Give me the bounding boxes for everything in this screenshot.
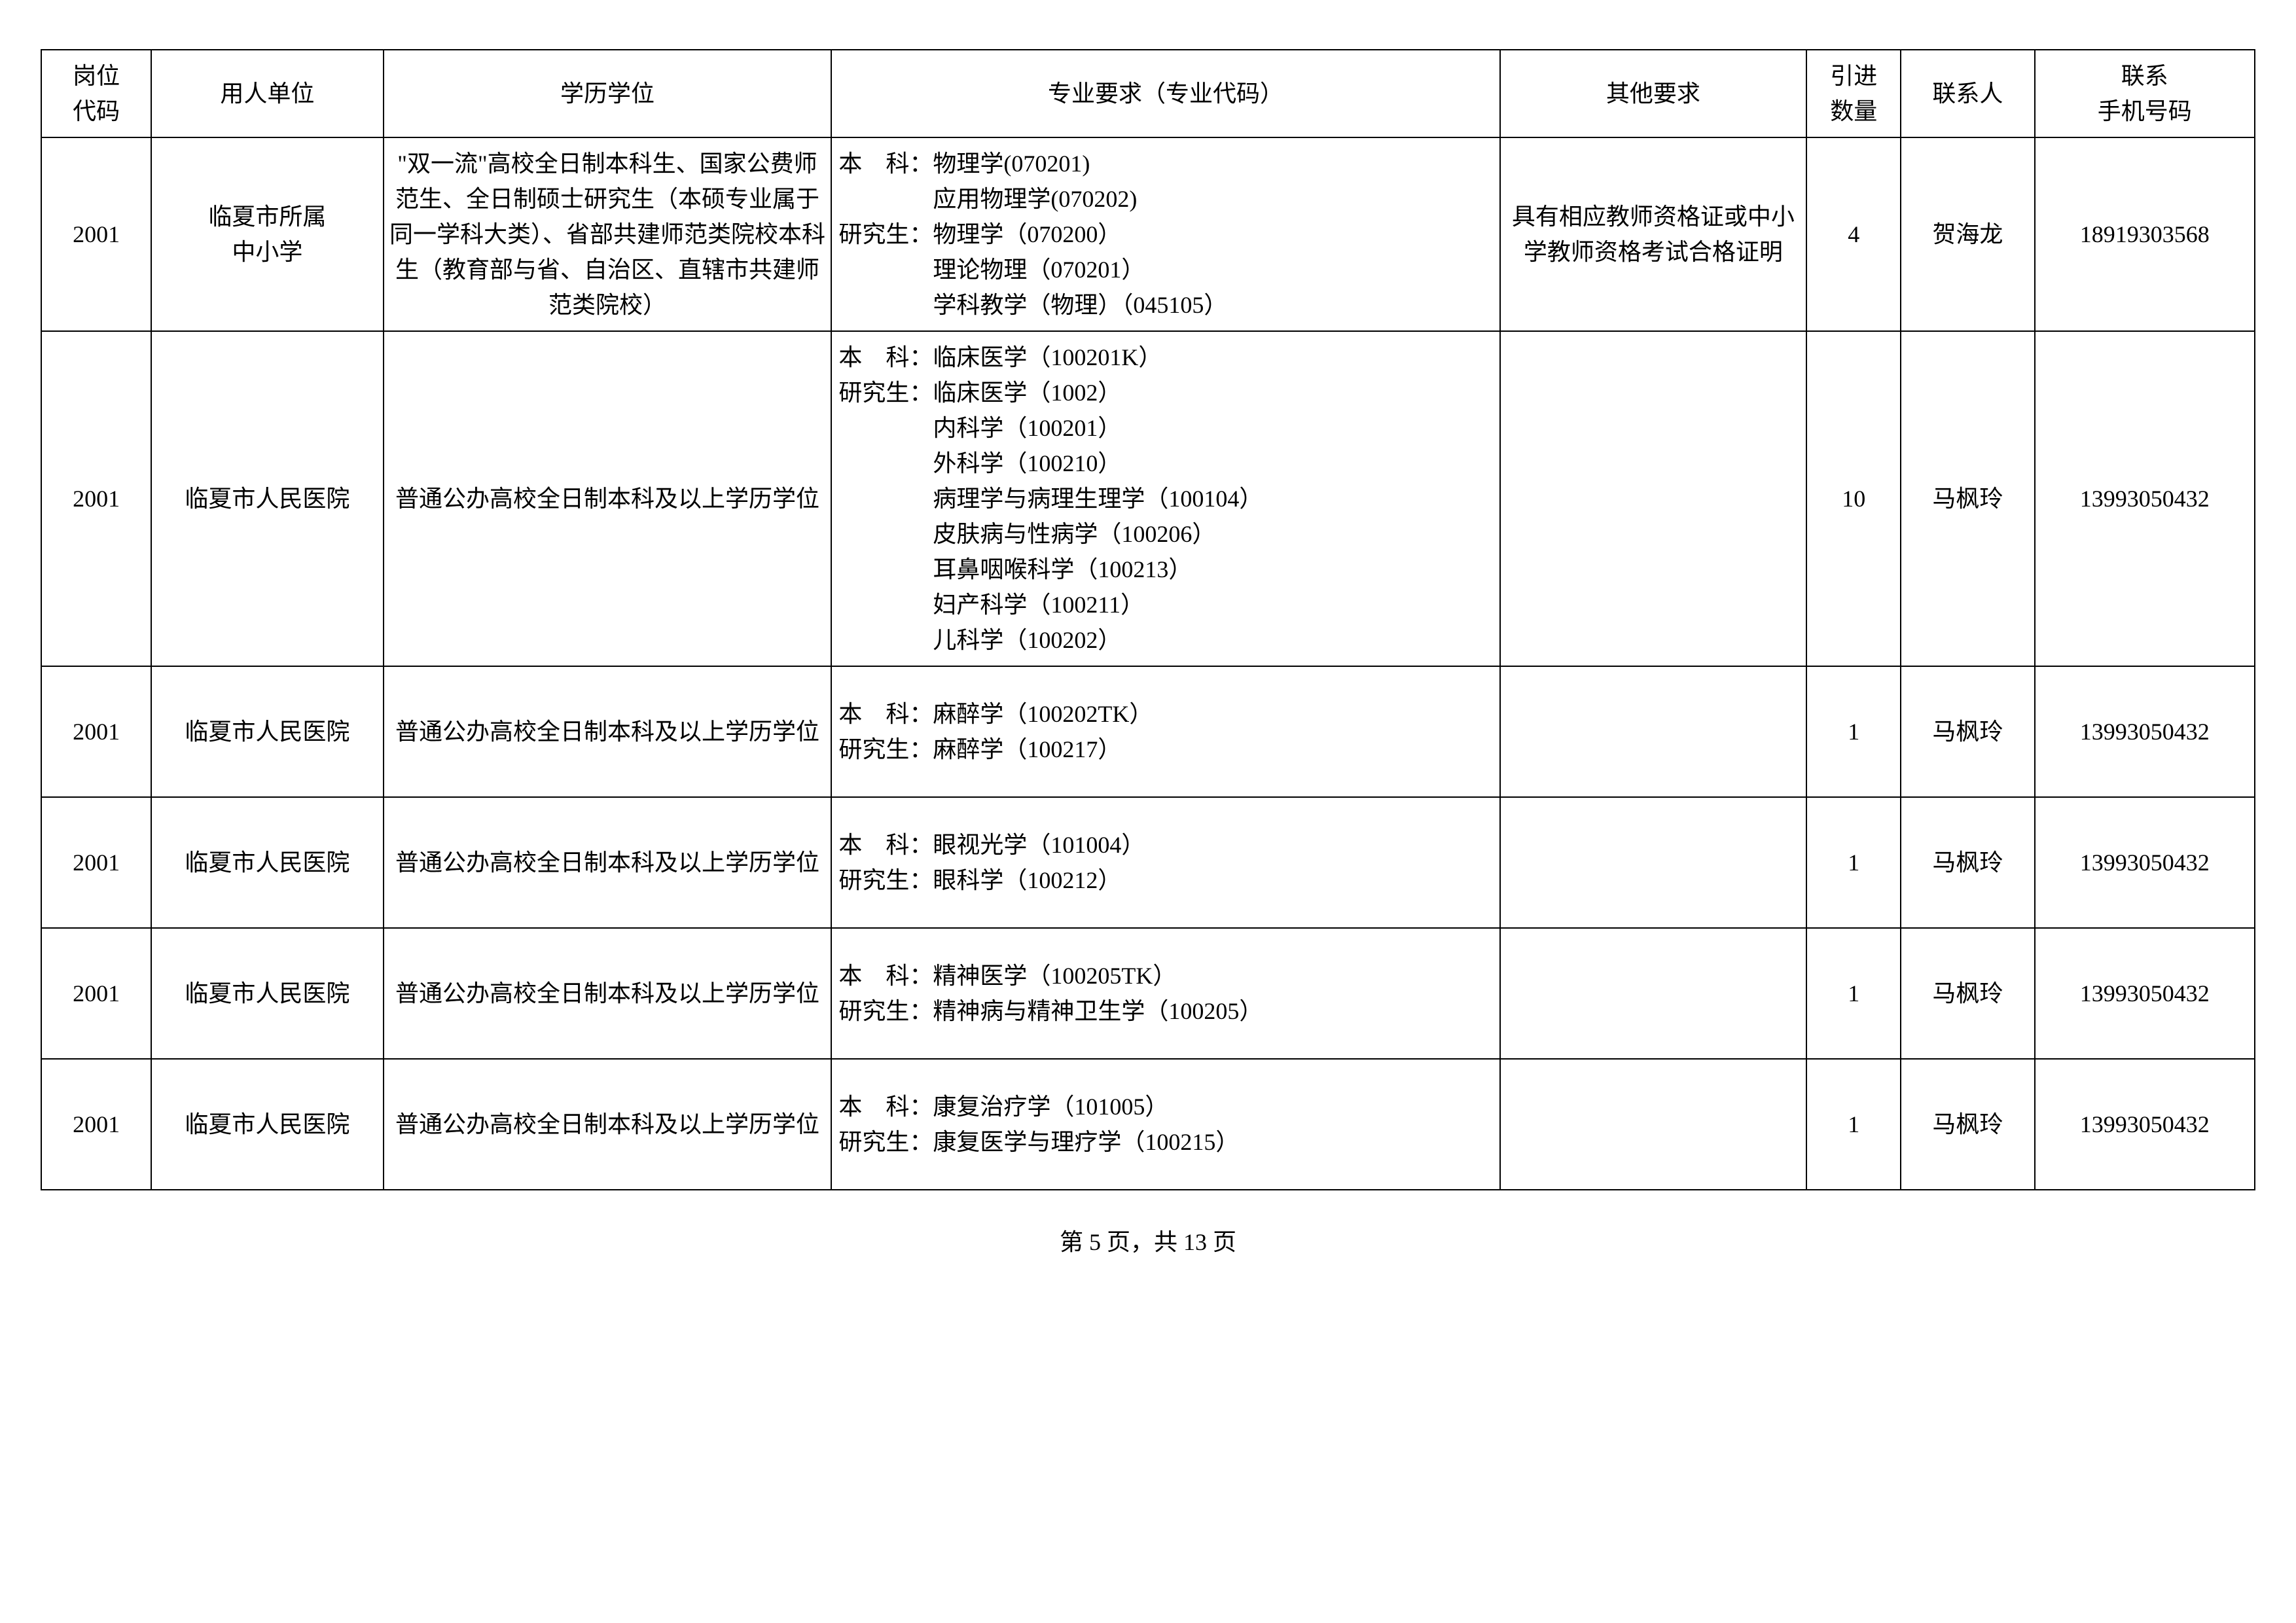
content-yanjiu: 临床医学（1002） 内科学（100201） 外科学（100210） 病理学与病… [933,375,1494,658]
cell-other [1500,797,1807,928]
cell-major: 本 科：麻醉学（100202TK）研究生：麻醉学（100217） [831,666,1499,797]
cell-contact: 马枫玲 [1901,928,2034,1059]
cell-code: 2001 [41,1059,151,1190]
cell-count: 1 [1806,928,1901,1059]
recruitment-table: 岗位 代码 用人单位 学历学位 专业要求（专业代码） 其他要求 引进 数量 联系… [41,49,2255,1190]
cell-contact: 马枫玲 [1901,1059,2034,1190]
cell-major: 本 科：精神医学（100205TK）研究生：精神病与精神卫生学（100205） [831,928,1499,1059]
cell-phone: 13993050432 [2035,1059,2255,1190]
cell-count: 1 [1806,1059,1901,1190]
header-phone: 联系 手机号码 [2035,50,2255,137]
table-header-row: 岗位 代码 用人单位 学历学位 专业要求（专业代码） 其他要求 引进 数量 联系… [41,50,2255,137]
cell-unit: 临夏市人民医院 [151,666,383,797]
content-yanjiu: 物理学（070200） 理论物理（070201） 学科教学（物理）（045105… [933,217,1494,323]
cell-edu: 普通公办高校全日制本科及以上学历学位 [384,928,832,1059]
cell-code: 2001 [41,928,151,1059]
cell-other: 具有相应教师资格证或中小学教师资格考试合格证明 [1500,137,1807,331]
label-yanjiu: 研究生： [838,217,933,323]
cell-unit: 临夏市人民医院 [151,1059,383,1190]
cell-edu: 普通公办高校全日制本科及以上学历学位 [384,1059,832,1190]
header-unit: 用人单位 [151,50,383,137]
content-benke: 物理学(070201) 应用物理学(070202) [933,146,1494,217]
cell-edu: 普通公办高校全日制本科及以上学历学位 [384,331,832,666]
cell-contact: 马枫玲 [1901,797,2034,928]
content-benke: 眼视光学（101004） [933,827,1494,863]
cell-count: 1 [1806,666,1901,797]
cell-phone: 13993050432 [2035,797,2255,928]
table-row: 2001临夏市所属 中小学"双一流"高校全日制本科生、国家公费师范生、全日制硕士… [41,137,2255,331]
header-count: 引进 数量 [1806,50,1901,137]
label-yanjiu: 研究生： [838,993,933,1029]
cell-code: 2001 [41,331,151,666]
header-major: 专业要求（专业代码） [831,50,1499,137]
label-benke: 本 科： [838,340,933,375]
cell-phone: 13993050432 [2035,928,2255,1059]
cell-other [1500,666,1807,797]
table-row: 2001临夏市人民医院普通公办高校全日制本科及以上学历学位本 科：精神医学（10… [41,928,2255,1059]
cell-other [1500,1059,1807,1190]
content-yanjiu: 康复医学与理疗学（100215） [933,1124,1494,1160]
cell-unit: 临夏市所属 中小学 [151,137,383,331]
page-footer: 第 5 页，共 13 页 [41,1223,2255,1257]
cell-other [1500,928,1807,1059]
cell-count: 10 [1806,331,1901,666]
table-row: 2001临夏市人民医院普通公办高校全日制本科及以上学历学位本 科：眼视光学（10… [41,797,2255,928]
cell-edu: "双一流"高校全日制本科生、国家公费师范生、全日制硕士研究生（本硕专业属于同一学… [384,137,832,331]
cell-phone: 13993050432 [2035,331,2255,666]
label-benke: 本 科： [838,696,933,732]
cell-count: 1 [1806,797,1901,928]
cell-unit: 临夏市人民医院 [151,797,383,928]
label-benke: 本 科： [838,958,933,993]
cell-contact: 马枫玲 [1901,666,2034,797]
table-row: 2001临夏市人民医院普通公办高校全日制本科及以上学历学位本 科：临床医学（10… [41,331,2255,666]
content-yanjiu: 麻醉学（100217） [933,732,1494,767]
label-yanjiu: 研究生： [838,375,933,658]
cell-major: 本 科：眼视光学（101004）研究生：眼科学（100212） [831,797,1499,928]
label-benke: 本 科： [838,1089,933,1124]
cell-unit: 临夏市人民医院 [151,331,383,666]
cell-major: 本 科：物理学(070201) 应用物理学(070202)研究生：物理学（070… [831,137,1499,331]
cell-major: 本 科：康复治疗学（101005）研究生：康复医学与理疗学（100215） [831,1059,1499,1190]
content-benke: 康复治疗学（101005） [933,1089,1494,1124]
cell-other [1500,331,1807,666]
label-yanjiu: 研究生： [838,732,933,767]
cell-count: 4 [1806,137,1901,331]
header-edu: 学历学位 [384,50,832,137]
label-yanjiu: 研究生： [838,1124,933,1160]
table-body: 2001临夏市所属 中小学"双一流"高校全日制本科生、国家公费师范生、全日制硕士… [41,137,2255,1190]
content-yanjiu: 精神病与精神卫生学（100205） [933,993,1494,1029]
cell-unit: 临夏市人民医院 [151,928,383,1059]
cell-phone: 18919303568 [2035,137,2255,331]
table-row: 2001临夏市人民医院普通公办高校全日制本科及以上学历学位本 科：康复治疗学（1… [41,1059,2255,1190]
cell-edu: 普通公办高校全日制本科及以上学历学位 [384,666,832,797]
content-benke: 麻醉学（100202TK） [933,696,1494,732]
cell-phone: 13993050432 [2035,666,2255,797]
table-row: 2001临夏市人民医院普通公办高校全日制本科及以上学历学位本 科：麻醉学（100… [41,666,2255,797]
content-benke: 临床医学（100201K） [933,340,1494,375]
cell-contact: 马枫玲 [1901,331,2034,666]
content-yanjiu: 眼科学（100212） [933,863,1494,898]
label-yanjiu: 研究生： [838,863,933,898]
label-benke: 本 科： [838,146,933,217]
cell-major: 本 科：临床医学（100201K）研究生：临床医学（1002） 内科学（1002… [831,331,1499,666]
header-contact: 联系人 [1901,50,2034,137]
header-code: 岗位 代码 [41,50,151,137]
cell-contact: 贺海龙 [1901,137,2034,331]
cell-code: 2001 [41,666,151,797]
label-benke: 本 科： [838,827,933,863]
cell-edu: 普通公办高校全日制本科及以上学历学位 [384,797,832,928]
header-other: 其他要求 [1500,50,1807,137]
content-benke: 精神医学（100205TK） [933,958,1494,993]
cell-code: 2001 [41,797,151,928]
cell-code: 2001 [41,137,151,331]
